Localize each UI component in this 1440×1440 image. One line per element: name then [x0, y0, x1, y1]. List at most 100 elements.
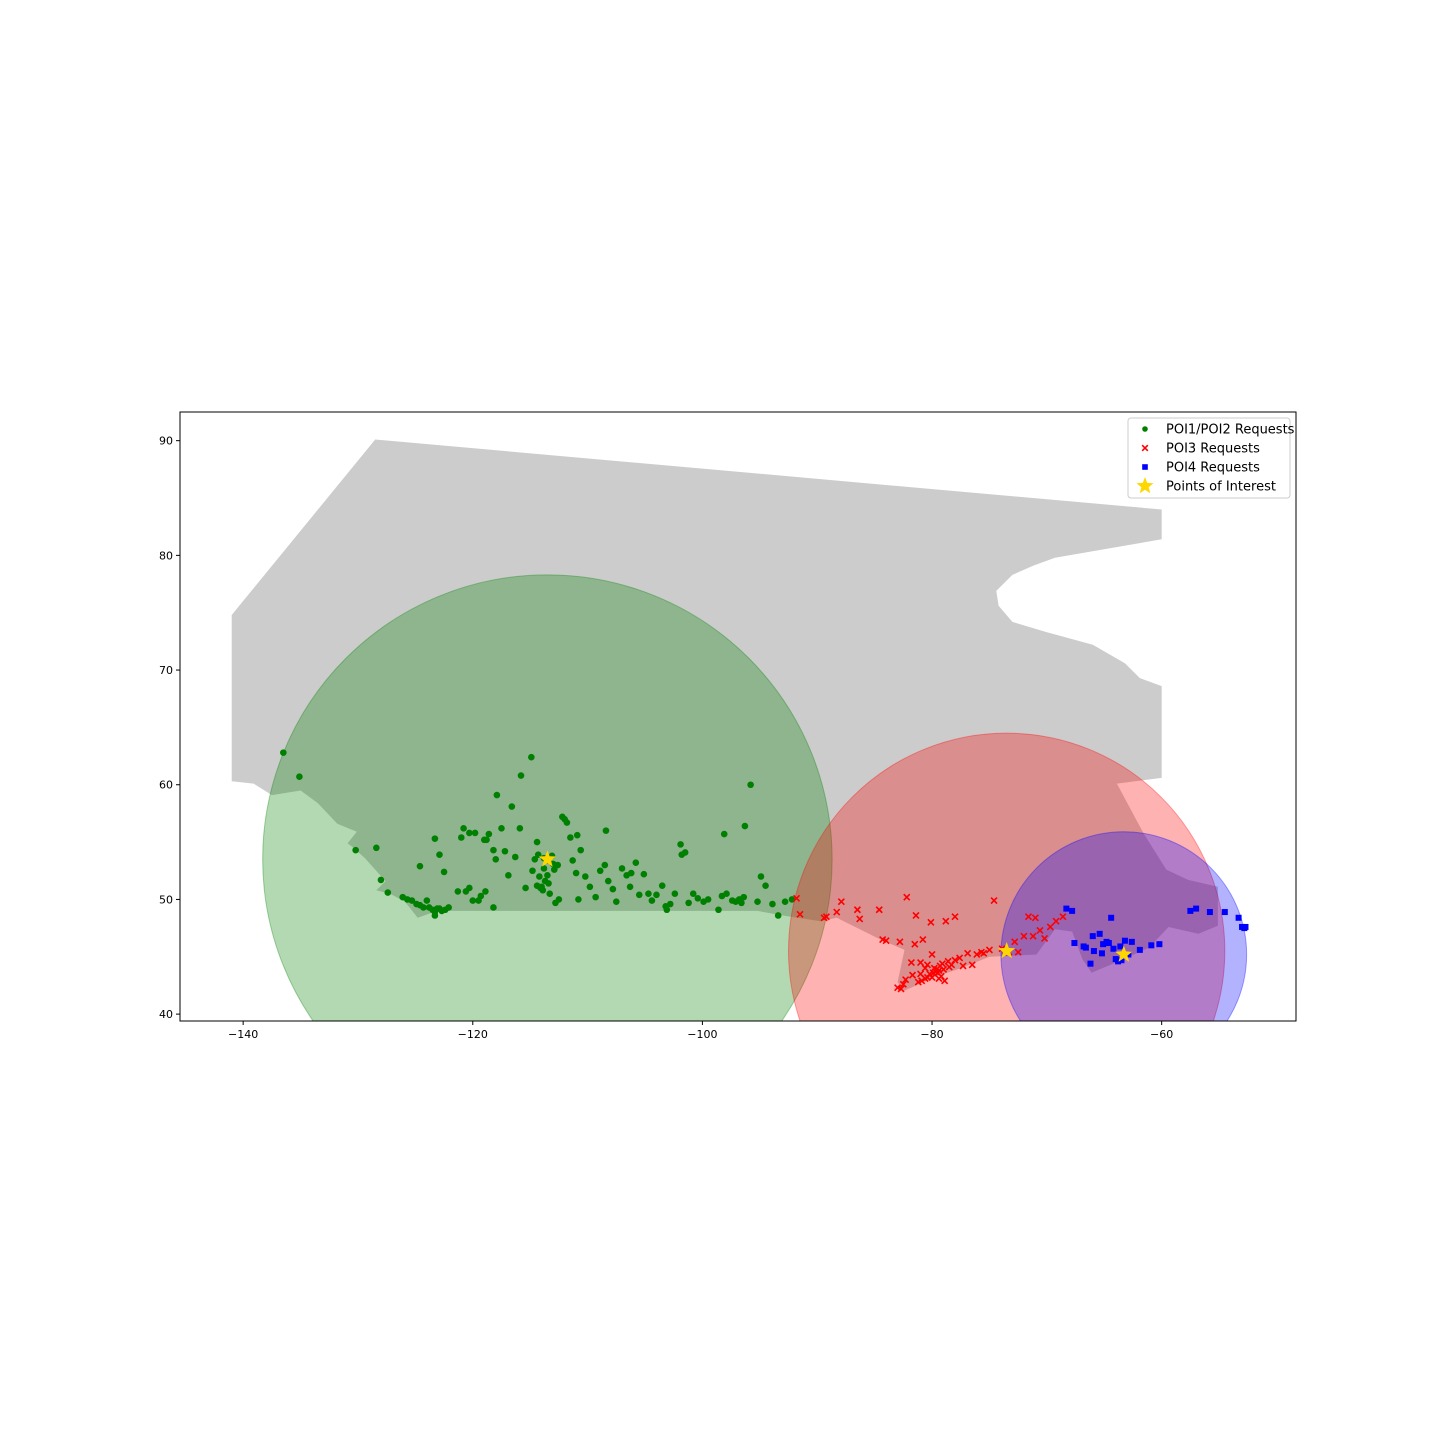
data-point — [469, 897, 477, 904]
data-point — [911, 940, 919, 948]
data-point — [1136, 946, 1143, 953]
data-point — [1115, 958, 1122, 965]
data-point — [1040, 934, 1049, 942]
data-point — [609, 885, 617, 893]
data-point — [399, 893, 407, 901]
data-point — [511, 853, 519, 861]
data-point — [516, 825, 524, 832]
data-point — [907, 958, 915, 967]
data-point — [483, 836, 490, 844]
data-point — [627, 869, 635, 877]
data-point — [796, 910, 804, 918]
data-point — [1046, 923, 1054, 931]
series-4 — [538, 850, 1133, 962]
data-point — [1105, 940, 1112, 947]
data-point — [457, 834, 465, 841]
data-point — [1087, 960, 1094, 967]
data-point — [490, 846, 497, 854]
data-point — [930, 964, 938, 972]
data-point — [431, 835, 439, 842]
data-point — [678, 851, 686, 859]
data-point — [694, 894, 702, 902]
data-point — [973, 950, 981, 959]
data-point — [762, 882, 769, 889]
data-point — [555, 896, 563, 903]
data-point — [1206, 909, 1213, 916]
data-point — [492, 855, 500, 863]
data-point — [596, 867, 604, 875]
data-point — [454, 888, 462, 895]
data-point — [569, 857, 576, 864]
plot-area — [231, 439, 1249, 1021]
y-tick-label: 50 — [159, 893, 173, 906]
data-point — [919, 936, 927, 944]
legend-marker — [1141, 444, 1149, 452]
data-point — [460, 825, 467, 832]
data-point — [980, 949, 988, 957]
data-point — [280, 749, 287, 756]
data-point — [485, 830, 493, 838]
data-point — [875, 906, 883, 914]
data-point — [531, 855, 539, 863]
data-point — [968, 961, 976, 969]
data-point — [601, 861, 609, 869]
data-point — [1148, 942, 1155, 949]
y-axis: 40 50 60 70 80 90 — [159, 435, 180, 1021]
data-point — [685, 899, 692, 907]
data-point — [882, 937, 890, 945]
data-point — [1029, 932, 1037, 940]
data-point — [536, 873, 543, 880]
data-point — [921, 964, 929, 972]
data-point — [720, 830, 728, 838]
data-point — [1031, 914, 1039, 922]
data-points — [280, 749, 1249, 993]
data-point — [408, 897, 416, 904]
data-point — [897, 985, 905, 993]
data-point — [1024, 913, 1033, 921]
data-point — [572, 869, 580, 877]
data-point — [640, 870, 648, 878]
legend-entry: POI1/POI2 Requests — [1142, 423, 1295, 438]
data-point — [1014, 948, 1022, 956]
data-point — [856, 915, 864, 923]
data-point — [563, 819, 571, 826]
legend-label: POI1/POI2 Requests — [1166, 423, 1295, 438]
data-point — [662, 903, 669, 910]
data-point — [1187, 907, 1194, 914]
data-point — [1071, 940, 1078, 947]
data-point — [903, 893, 911, 901]
data-point — [436, 851, 443, 859]
data-point — [1193, 905, 1200, 912]
data-point — [377, 876, 385, 884]
data-point — [941, 977, 949, 985]
data-point — [1036, 926, 1044, 934]
data-point — [416, 862, 424, 870]
data-point — [985, 946, 994, 954]
coverage-circle-1 — [262, 574, 833, 1021]
data-point — [781, 898, 789, 906]
data-point — [916, 958, 925, 967]
data-point — [1089, 933, 1096, 940]
x-tick-label: −120 — [458, 1028, 488, 1041]
data-point — [945, 963, 953, 971]
data-point — [689, 890, 697, 897]
data-point — [1069, 907, 1076, 914]
data-point — [554, 861, 562, 869]
data-point — [923, 961, 932, 969]
legend-entry: POI4 Requests — [1142, 461, 1260, 476]
poi-star-point — [998, 942, 1016, 959]
data-point — [501, 847, 509, 855]
x-axis: −140 −120 −100 −80 −60 — [228, 1021, 1173, 1041]
data-point — [833, 908, 841, 916]
data-point — [612, 898, 620, 906]
data-point — [792, 894, 801, 902]
data-point — [440, 868, 448, 876]
legend-box — [1127, 417, 1291, 499]
data-point — [586, 883, 594, 891]
data-point — [899, 980, 907, 988]
data-point — [1011, 938, 1019, 946]
data-point — [508, 803, 516, 810]
data-point — [296, 773, 303, 781]
data-point — [956, 954, 964, 962]
data-point — [477, 892, 485, 900]
